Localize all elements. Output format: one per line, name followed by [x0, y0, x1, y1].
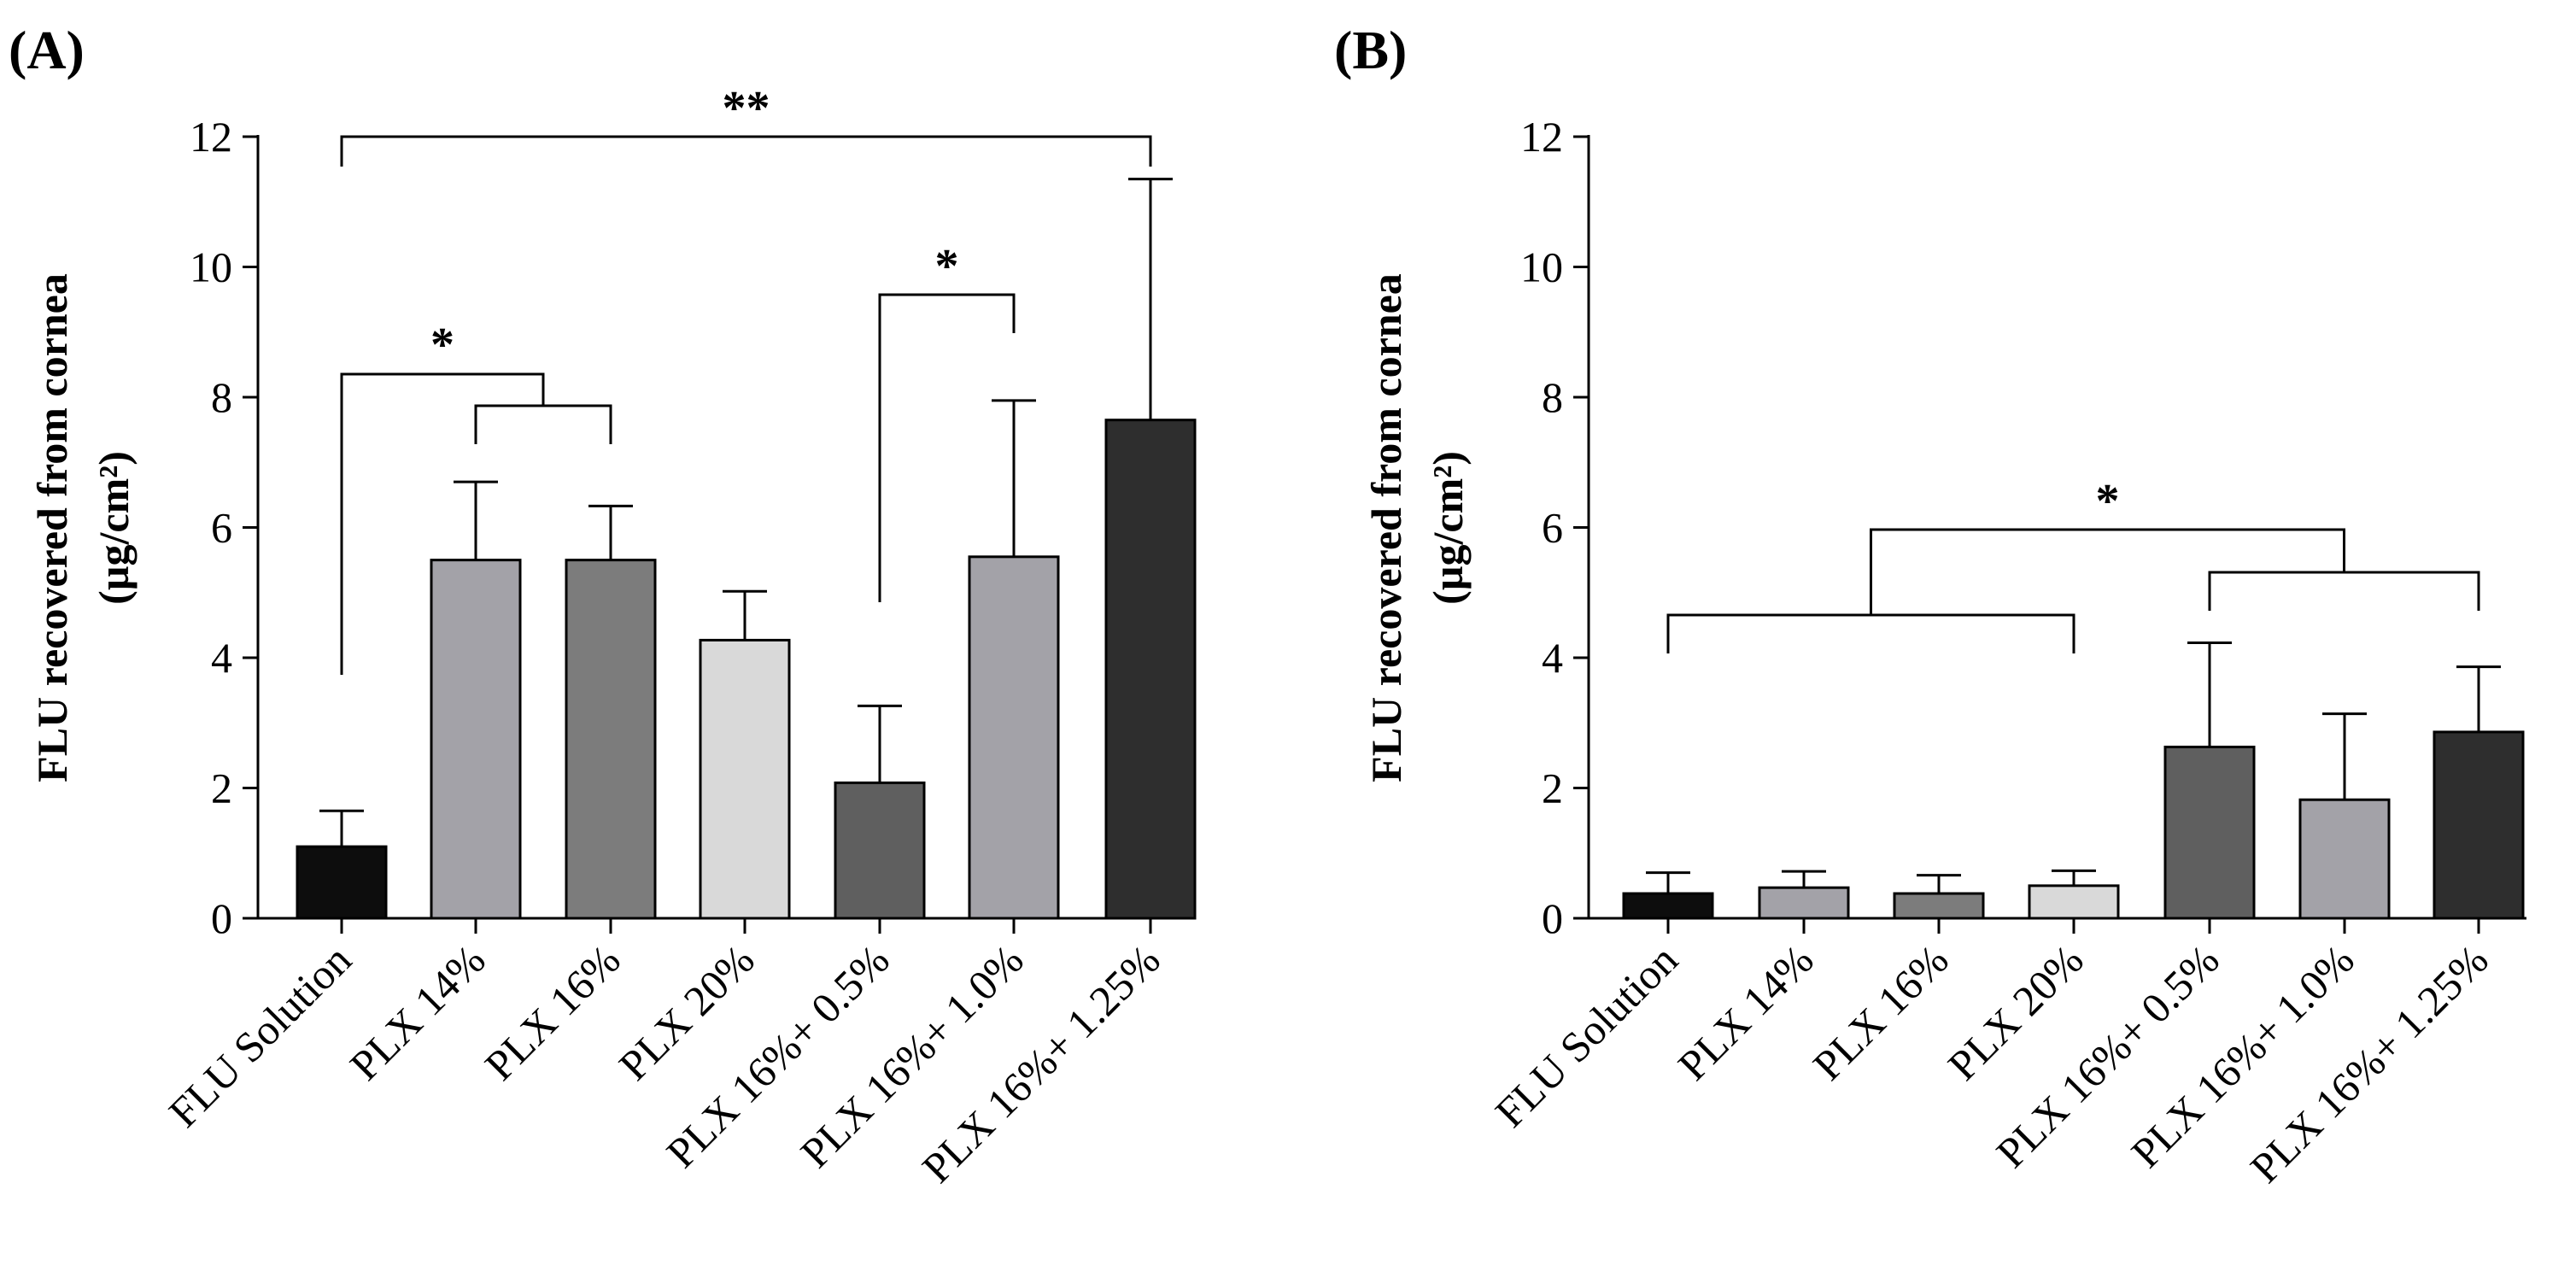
bar — [430, 559, 522, 920]
bar — [565, 559, 657, 920]
panel-label: (B) — [1334, 20, 1407, 80]
bar — [968, 555, 1060, 920]
y-axis-title: FLU recovered from cornea — [28, 273, 76, 782]
bar — [2028, 884, 2120, 920]
y-tick-label: 8 — [211, 373, 232, 421]
y-tick-label: 4 — [211, 634, 232, 682]
y-tick-label: 8 — [1542, 373, 1563, 421]
significance-bracket — [1666, 613, 2075, 653]
bar — [2163, 745, 2256, 920]
significance-marker: * — [430, 319, 454, 372]
x-tick-label: PLX 14% — [341, 935, 495, 1089]
bar — [296, 845, 388, 920]
significance-bracket — [2208, 571, 2480, 611]
bar — [2298, 798, 2391, 920]
significance-bracket — [1870, 528, 2345, 615]
significance-marker: * — [935, 240, 959, 293]
x-tick-label: FLU Solution — [1486, 935, 1687, 1136]
significance-bracket — [340, 135, 1152, 167]
bar — [1622, 892, 1714, 920]
significance-bracket — [340, 372, 545, 675]
significance-marker: ** — [723, 82, 770, 135]
y-tick-label: 0 — [1542, 894, 1563, 942]
bar — [1758, 886, 1850, 920]
y-axis-unit: (µg/cm²) — [90, 451, 138, 605]
x-tick-label: FLU Solution — [160, 935, 360, 1136]
panel-label: (A) — [9, 20, 85, 80]
y-tick-label: 12 — [190, 113, 232, 161]
x-tick-label: PLX 16%+ 1.25% — [913, 935, 1169, 1192]
y-tick-label: 12 — [1520, 113, 1563, 161]
bar — [2433, 730, 2525, 920]
x-tick-label: PLX 16% — [1804, 935, 1958, 1089]
x-tick-label: PLX 16%+ 1.25% — [2241, 935, 2497, 1192]
y-tick-label: 6 — [1542, 504, 1563, 552]
panel-a: (A) FLU recovered from cornea (µg/cm²) 0 2 4 6… — [9, 20, 1197, 1192]
bar — [1893, 892, 1985, 920]
bar — [834, 781, 926, 920]
panel-b: (B) FLU recovered from cornea (µg/cm²) 0 2 4 6… — [1334, 20, 2526, 1192]
significance-marker: * — [2096, 475, 2120, 528]
y-tick-label: 2 — [211, 765, 232, 812]
bar — [699, 638, 791, 920]
bar — [1104, 419, 1197, 920]
x-tick-label: PLX 16% — [476, 935, 629, 1089]
y-tick-label: 0 — [211, 894, 232, 942]
y-axis-unit: (µg/cm²) — [1424, 451, 1472, 605]
y-tick-label: 6 — [211, 504, 232, 552]
y-tick-label: 2 — [1542, 765, 1563, 812]
y-tick-label: 10 — [1520, 243, 1563, 291]
significance-bracket — [878, 293, 1016, 602]
y-axis-title: FLU recovered from cornea — [1362, 273, 1410, 782]
y-tick-label: 4 — [1542, 634, 1563, 682]
significance-bracket — [474, 404, 612, 444]
x-tick-label: PLX 14% — [1669, 935, 1823, 1089]
y-tick-label: 10 — [190, 243, 232, 291]
